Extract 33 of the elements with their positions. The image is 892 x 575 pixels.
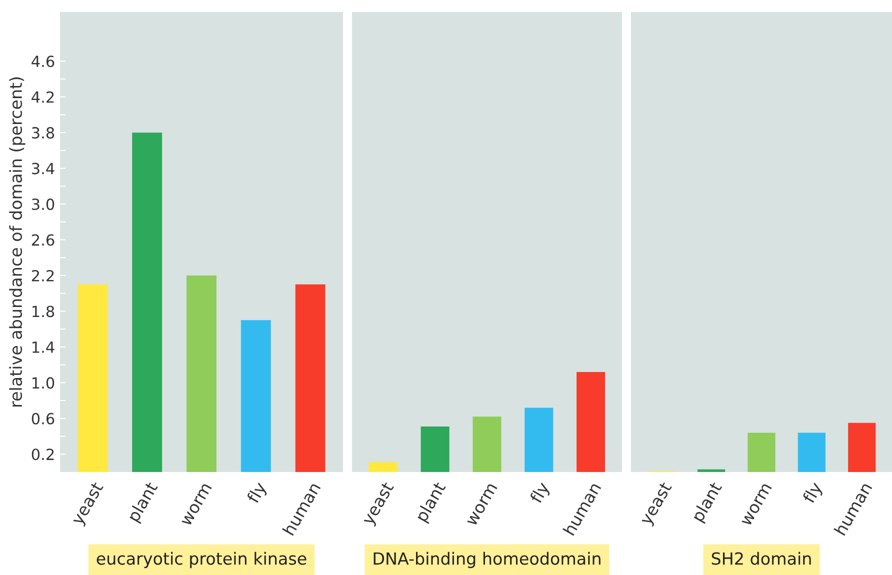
x-tick-label: fly	[802, 480, 826, 506]
bar	[848, 422, 876, 472]
bar	[78, 284, 108, 472]
x-axis-title: eucaryotic protein kinase	[96, 552, 306, 568]
bar	[472, 416, 502, 472]
y-tick-label: 4.2	[32, 91, 54, 103]
bar	[132, 132, 162, 472]
bar	[698, 469, 726, 472]
y-tick-label: 3.8	[32, 127, 54, 139]
bar	[295, 284, 326, 472]
bar	[576, 372, 606, 472]
y-tick-label: 0.2	[32, 448, 54, 460]
y-tick-label: 2.2	[32, 270, 54, 282]
bar	[798, 432, 826, 472]
y-tick-label: 1.0	[32, 377, 54, 389]
y-tick-label: 0.6	[32, 412, 54, 424]
y-tick-label: 1.8	[32, 306, 54, 318]
bar	[524, 408, 554, 472]
y-tick-label: 2.6	[32, 234, 54, 246]
y-tick-label: 3.0	[32, 198, 54, 210]
y-axis-title: relative abundance of domain (percent)	[9, 77, 26, 407]
bar	[420, 426, 450, 472]
x-axis-title: SH2 domain	[712, 552, 811, 565]
bar	[186, 275, 216, 472]
y-tick-label: 3.4	[32, 162, 54, 174]
bar	[240, 320, 271, 472]
y-tick-label: 1.4	[32, 342, 54, 353]
x-tick-label: fly	[528, 480, 553, 506]
bar	[748, 432, 776, 472]
bar	[368, 462, 398, 472]
x-tick-label: fly	[246, 480, 270, 506]
y-tick-label: 4.6	[32, 56, 54, 68]
x-axis-title: DNA-binding homeodomain	[374, 552, 600, 568]
